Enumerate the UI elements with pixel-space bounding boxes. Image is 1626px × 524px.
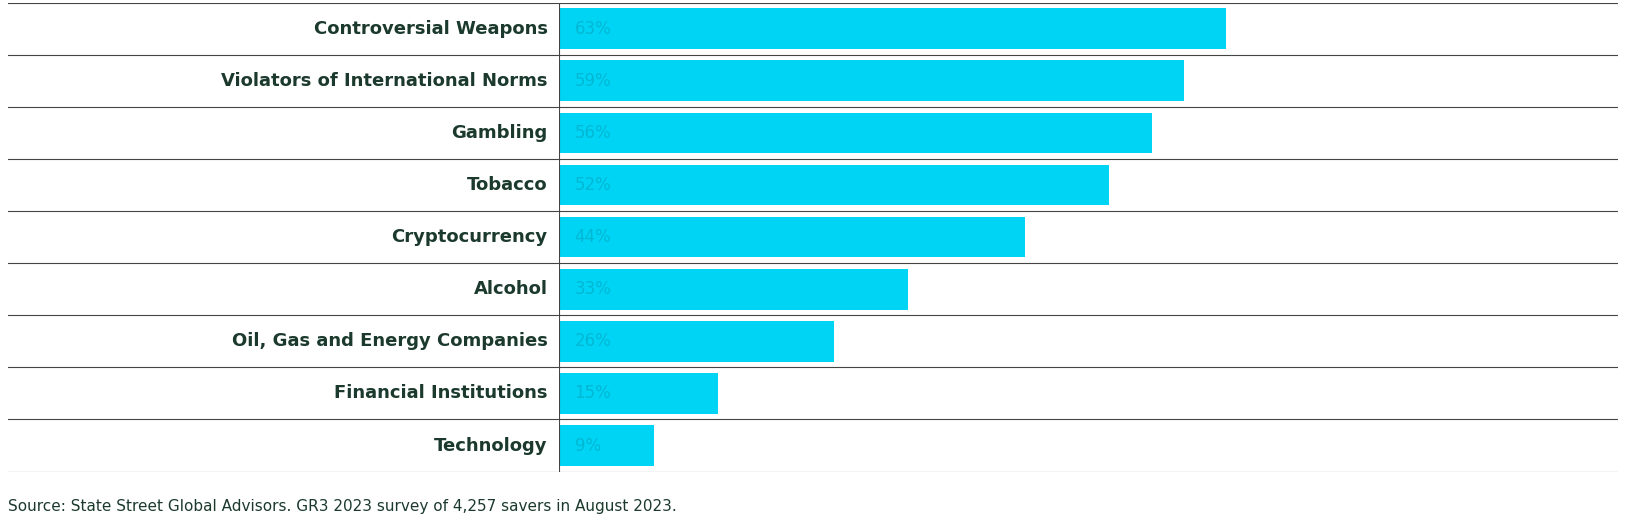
Text: Technology: Technology bbox=[434, 436, 548, 454]
Bar bbox=[559, 60, 1184, 101]
Text: 33%: 33% bbox=[574, 280, 611, 298]
Text: 9%: 9% bbox=[574, 436, 600, 454]
Bar bbox=[559, 373, 717, 414]
Bar bbox=[559, 165, 1109, 205]
Text: Controversial Weapons: Controversial Weapons bbox=[314, 20, 548, 38]
Text: Gambling: Gambling bbox=[452, 124, 548, 142]
Text: Source: State Street Global Advisors. GR3 2023 survey of 4,257 savers in August : Source: State Street Global Advisors. GR… bbox=[8, 498, 676, 514]
Text: 63%: 63% bbox=[574, 20, 611, 38]
Bar bbox=[559, 217, 1024, 257]
Text: 56%: 56% bbox=[574, 124, 611, 142]
Text: Cryptocurrency: Cryptocurrency bbox=[392, 228, 548, 246]
Text: 26%: 26% bbox=[574, 332, 611, 351]
Text: Financial Institutions: Financial Institutions bbox=[335, 385, 548, 402]
Bar bbox=[559, 321, 834, 362]
Bar bbox=[559, 113, 1151, 153]
Text: 44%: 44% bbox=[574, 228, 611, 246]
Text: Tobacco: Tobacco bbox=[467, 176, 548, 194]
Bar bbox=[559, 269, 909, 310]
Text: Violators of International Norms: Violators of International Norms bbox=[221, 72, 548, 90]
Text: Alcohol: Alcohol bbox=[473, 280, 548, 298]
Text: 52%: 52% bbox=[574, 176, 611, 194]
Text: Oil, Gas and Energy Companies: Oil, Gas and Energy Companies bbox=[233, 332, 548, 351]
Text: 15%: 15% bbox=[574, 385, 611, 402]
Text: 59%: 59% bbox=[574, 72, 611, 90]
Bar bbox=[559, 8, 1226, 49]
Bar bbox=[559, 425, 654, 466]
